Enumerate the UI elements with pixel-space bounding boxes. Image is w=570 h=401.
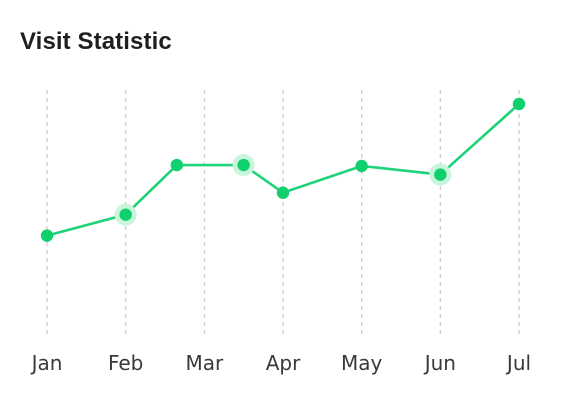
- data-point-5: [276, 186, 290, 199]
- x-tick-label-jun: Jun: [423, 351, 456, 375]
- data-point-8: [512, 97, 526, 111]
- x-tick-label-mar: Mar: [185, 351, 224, 375]
- x-tick-label-may: May: [341, 351, 383, 375]
- data-point-2: [119, 208, 132, 221]
- x-tick-label-jan: Jan: [30, 351, 63, 375]
- chart-title: Visit Statistic: [20, 28, 172, 55]
- data-point-6: [355, 159, 368, 173]
- x-tick-label-jul: Jul: [505, 351, 531, 375]
- series-line: [45, 102, 521, 237]
- data-point-1: [40, 229, 54, 242]
- data-point-7: [434, 168, 447, 181]
- data-point-3: [170, 158, 183, 172]
- x-tick-label-feb: Feb: [108, 351, 143, 375]
- x-tick-label-apr: Apr: [266, 351, 301, 375]
- data-point-4: [237, 158, 250, 172]
